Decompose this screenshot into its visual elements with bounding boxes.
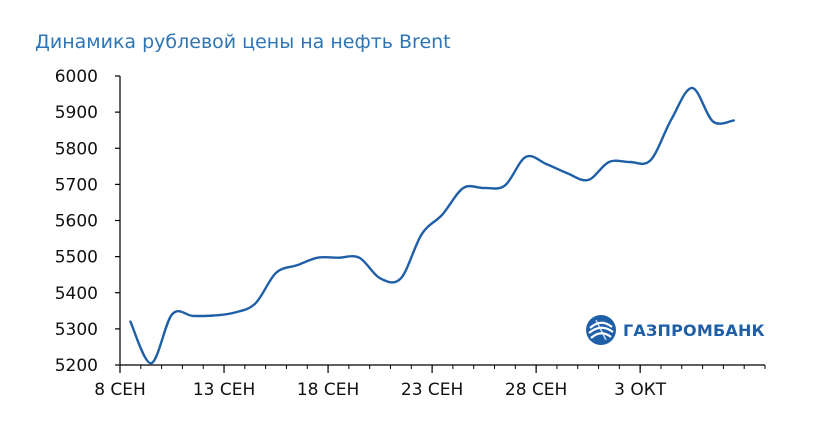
y-tick-label: 5500: [55, 248, 98, 268]
x-tick-label: 23 СЕН: [401, 380, 463, 400]
y-tick-label: 5700: [55, 175, 98, 195]
x-tick-label: 18 СЕН: [297, 380, 359, 400]
gazprombank-logo-icon: [586, 315, 616, 345]
y-tick-label: 5400: [55, 284, 98, 304]
x-tick-label: 28 СЕН: [505, 380, 567, 400]
y-tick-label: 5800: [55, 139, 98, 159]
x-tick-label: 8 СЕН: [94, 380, 146, 400]
x-tick-label: 3 ОКТ: [614, 380, 667, 400]
y-tick-label: 5900: [55, 103, 98, 123]
gazprombank-logo: ГАЗПРОМБАНК: [586, 315, 765, 345]
y-tick-label: 6000: [55, 67, 98, 87]
y-tick-label: 5600: [55, 212, 98, 232]
y-tick-label: 5300: [55, 320, 98, 340]
gazprombank-logo-text: ГАЗПРОМБАНК: [623, 321, 765, 340]
x-tick-label: 13 СЕН: [193, 380, 255, 400]
y-tick-label: 5200: [55, 356, 98, 376]
x-axis: 8 СЕН 13 СЕН 18 СЕН 23 СЕН 28 СЕН 3 ОКТ: [94, 364, 766, 400]
y-axis: 5200 5300 5400 5500 5600 5700 5800 5900 6000: [55, 67, 121, 376]
chart-title: Динамика рублевой цены на нефть Brent: [35, 31, 451, 53]
price-series-line: [129, 86, 735, 365]
